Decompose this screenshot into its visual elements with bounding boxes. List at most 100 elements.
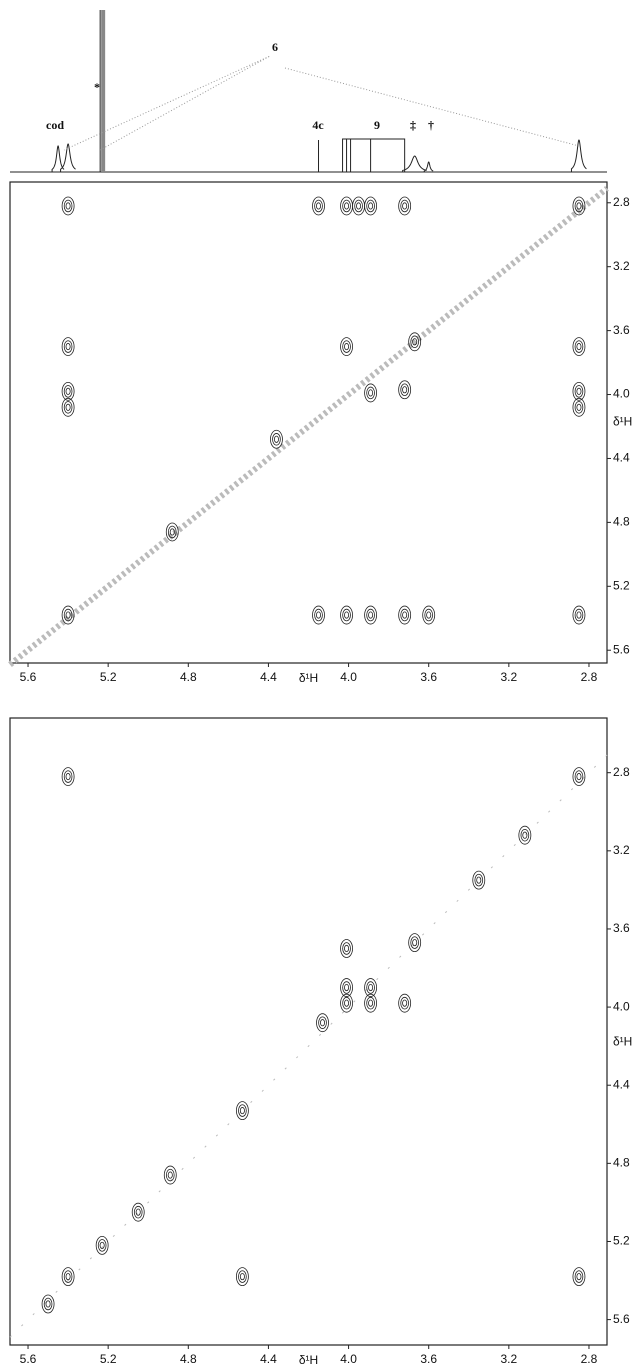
contour — [410, 335, 419, 349]
x-tick-label: 2.8 — [581, 670, 598, 684]
cross-peak — [95, 1235, 109, 1255]
contour — [402, 999, 408, 1007]
contour — [574, 1270, 584, 1283]
cross-peak — [340, 337, 353, 356]
contour — [400, 608, 409, 622]
cross-peak — [131, 1202, 145, 1222]
contour — [422, 605, 436, 625]
spectrum-peak — [51, 145, 65, 172]
diagonal — [9, 754, 608, 1338]
contour — [65, 403, 71, 411]
cross-peak — [572, 381, 586, 401]
contour — [412, 939, 418, 947]
contour — [356, 202, 362, 210]
leader-line — [284, 67, 580, 147]
contour — [63, 770, 73, 783]
contour — [364, 383, 378, 403]
leader-line — [63, 55, 271, 151]
contour — [576, 611, 582, 619]
contour — [366, 386, 375, 400]
peak-label: † — [428, 118, 434, 132]
contour — [318, 1016, 327, 1029]
cross-peak — [472, 870, 486, 890]
y-tick-label: 4.8 — [613, 515, 630, 529]
contour — [312, 605, 325, 625]
contour — [576, 202, 582, 210]
x-tick-label: 4.8 — [180, 670, 197, 684]
contour — [316, 611, 322, 619]
cross-peak — [61, 337, 75, 356]
panel: 5.6 5.2 4.8 4.4 4.0 3.6 3.2 2.8 2.8 3.2 3.6 4.0 4.4 4… — [9, 717, 632, 1366]
cross-peak — [340, 993, 353, 1013]
contour — [344, 984, 350, 992]
contour — [239, 1107, 245, 1115]
cross-peak — [408, 933, 422, 953]
contour — [366, 199, 375, 213]
contour — [235, 1101, 249, 1121]
cross-peak — [61, 605, 75, 625]
multiplet-box — [342, 138, 406, 173]
contour — [163, 1165, 177, 1185]
contour — [368, 999, 374, 1007]
contour — [366, 996, 375, 1010]
panel: 5.6 5.2 4.8 4.4 4.0 3.6 3.2 2.8 2.8 3.2 3.6 4.0 4.4 4… — [8, 181, 632, 685]
contour — [398, 993, 412, 1013]
contour — [354, 199, 363, 213]
cross-peak — [518, 825, 532, 845]
contour — [572, 767, 586, 786]
cross-peak — [235, 1267, 249, 1287]
cross-peak — [364, 605, 378, 625]
contour — [344, 944, 350, 953]
cross-peak — [312, 605, 325, 625]
contour — [273, 435, 279, 443]
diagonal — [8, 186, 609, 667]
contour — [65, 1273, 71, 1281]
contour — [400, 383, 409, 396]
spectrum-peak — [60, 143, 76, 172]
contour — [320, 1019, 326, 1027]
contour — [239, 1273, 245, 1281]
x-tick-label: 2.8 — [581, 1352, 598, 1366]
contour — [63, 340, 73, 353]
contour — [61, 605, 75, 625]
y-tick-label: 4.0 — [613, 387, 630, 401]
contour — [65, 202, 71, 210]
contour — [576, 387, 582, 395]
contour — [572, 397, 586, 417]
contour — [424, 608, 434, 622]
cross-peak — [340, 605, 353, 625]
contour — [316, 202, 322, 210]
contour — [364, 993, 378, 1013]
contour — [61, 337, 75, 356]
peak-label: * — [94, 80, 100, 94]
contour — [342, 981, 351, 994]
contour — [344, 202, 350, 210]
cross-peak — [270, 429, 283, 449]
cross-peak — [572, 605, 586, 625]
contour — [368, 611, 374, 619]
contour — [63, 608, 73, 622]
contour — [574, 199, 584, 213]
cross-peak — [163, 1165, 177, 1185]
x-axis-label: δ¹H — [299, 1353, 318, 1366]
contour — [342, 608, 351, 622]
x-axis-label: δ¹H — [299, 671, 318, 685]
contour — [408, 933, 422, 953]
contour — [410, 936, 419, 949]
contour — [574, 770, 584, 783]
spectrum-peak — [570, 139, 587, 172]
contour — [400, 996, 409, 1010]
contour — [366, 608, 375, 622]
contour — [167, 1171, 173, 1179]
y-axis-label: δ¹H — [613, 1034, 632, 1048]
y-tick-label: 3.6 — [613, 323, 630, 337]
contour — [63, 385, 73, 398]
contour — [576, 773, 582, 781]
cross-peak — [572, 1267, 586, 1287]
cross-peak — [408, 332, 422, 352]
peak-label: 4c — [312, 118, 324, 132]
x-tick-label: 4.4 — [260, 1352, 277, 1366]
contour — [131, 1202, 145, 1222]
plot-frame — [9, 181, 608, 664]
contour — [342, 340, 351, 353]
